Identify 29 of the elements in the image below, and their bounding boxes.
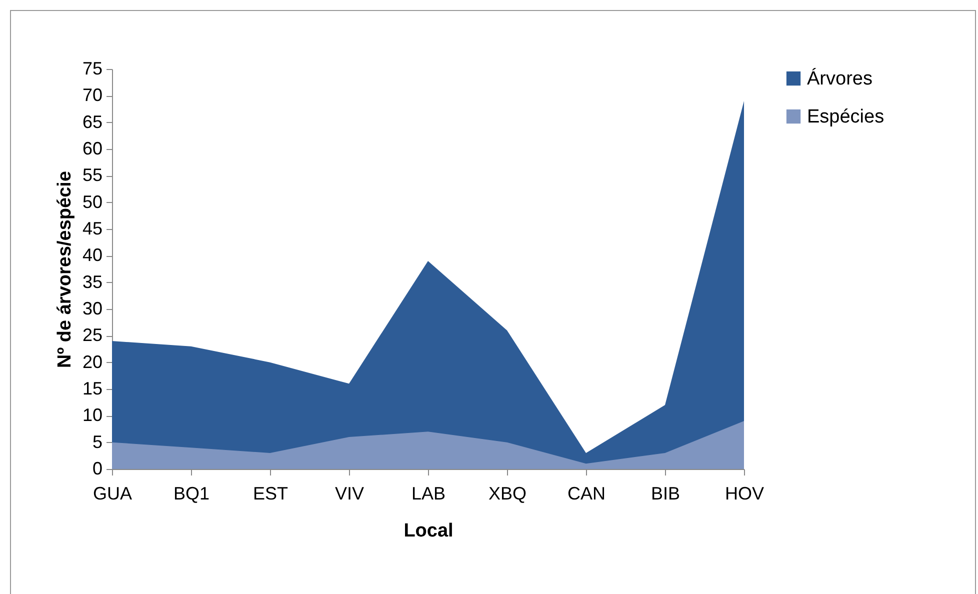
legend-label: Espécies xyxy=(807,106,884,128)
y-tick-label: 15 xyxy=(82,378,102,398)
y-tick-label: 0 xyxy=(92,458,102,478)
x-tick-label: BQ1 xyxy=(173,484,210,504)
legend-label: Árvores xyxy=(807,68,872,90)
y-tick-label: 20 xyxy=(82,352,102,372)
x-axis-title: Local xyxy=(404,520,454,542)
x-tick-label: LAB xyxy=(411,484,446,504)
y-tick-label: 40 xyxy=(82,245,102,266)
x-tick-label: XBQ xyxy=(488,484,527,504)
x-tick-label: EST xyxy=(252,484,288,504)
x-tick-label: CAN xyxy=(567,484,606,504)
y-tick-label: 30 xyxy=(82,298,102,318)
y-tick-label: 75 xyxy=(82,58,102,78)
y-tick-label: 35 xyxy=(82,272,102,292)
y-tick-label: 50 xyxy=(82,192,102,212)
y-tick-label: 55 xyxy=(82,165,102,186)
x-tick-label: BIB xyxy=(650,484,680,504)
y-tick-label: 10 xyxy=(82,405,102,426)
y-tick-label: 5 xyxy=(92,432,102,452)
y-tick-label: 25 xyxy=(82,325,102,346)
y-tick-label: 45 xyxy=(82,218,102,238)
x-tick-label: GUA xyxy=(92,484,132,504)
y-tick-label: 65 xyxy=(82,112,102,132)
y-tick-label: 60 xyxy=(82,138,102,158)
x-tick-label: HOV xyxy=(724,484,764,504)
x-tick-label: VIV xyxy=(334,484,364,504)
y-axis-title: Nº de árvores/espécie xyxy=(54,170,76,368)
y-tick-label: 70 xyxy=(82,85,102,106)
